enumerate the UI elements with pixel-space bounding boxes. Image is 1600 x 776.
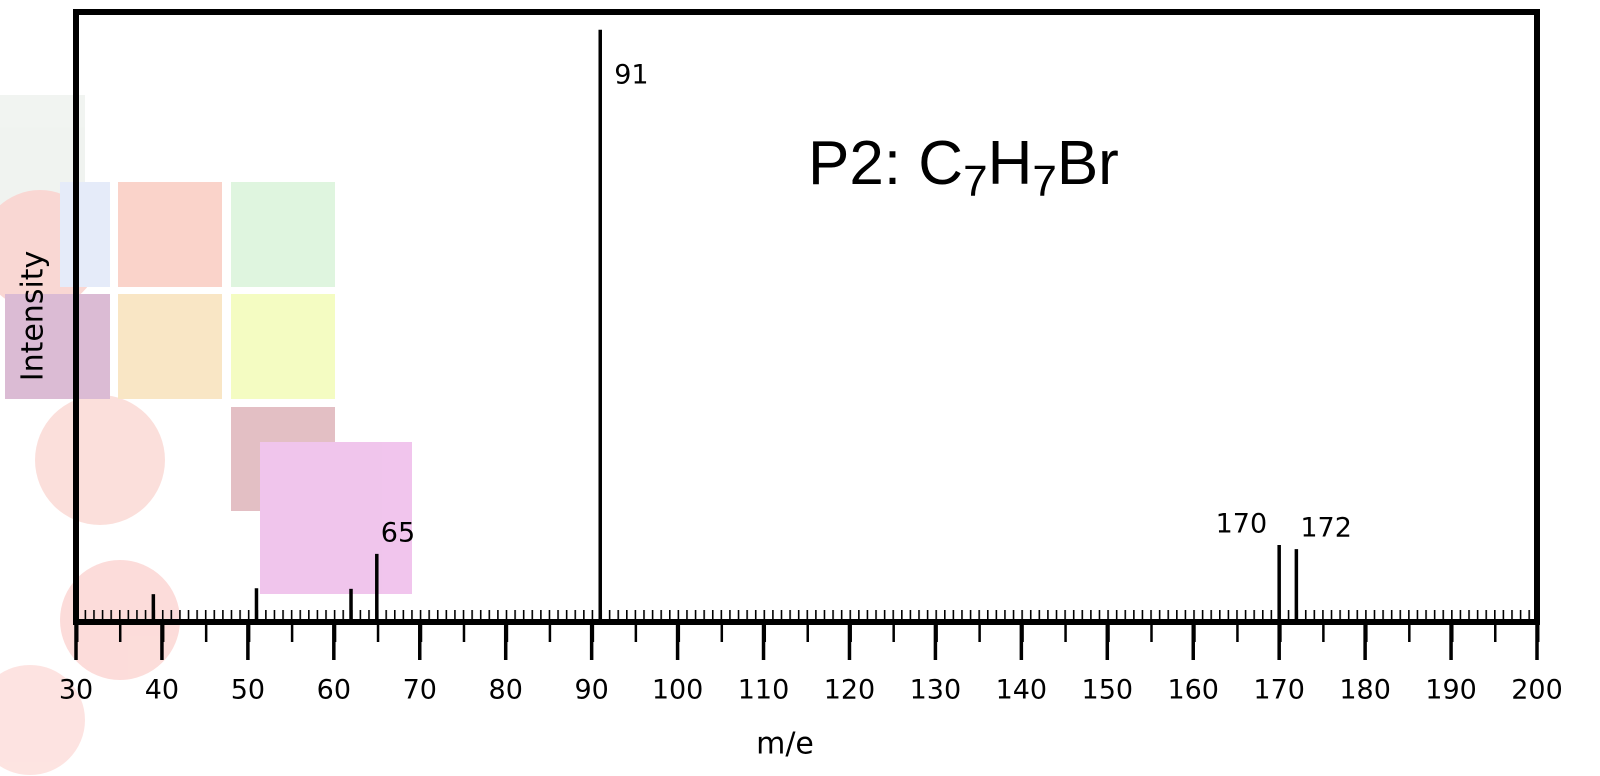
x-tick-label: 60 [317,675,351,706]
x-tick-label: 90 [574,675,608,706]
peak-label: 172 [1300,513,1352,544]
x-tick-label: 140 [996,675,1048,706]
x-tick-label: 170 [1253,675,1305,706]
x-axis-title: m/e [756,727,814,762]
x-tick-label: 190 [1425,675,1477,706]
x-tick-label: 70 [403,675,437,706]
x-tick-label: 100 [652,675,704,706]
chart-title: P2: C7H7Br [808,129,1119,205]
peak-label: 170 [1216,509,1268,540]
y-axis-title: Intensity [16,251,51,382]
x-tick-label: 150 [1082,675,1134,706]
x-tick-label: 50 [231,675,265,706]
x-tick-label: 120 [824,675,876,706]
x-tick-label: 80 [489,675,523,706]
x-tick-label: 130 [910,675,962,706]
medium-ticks [76,600,1541,650]
x-tick-label: 40 [145,675,179,706]
x-tick-label: 110 [738,675,790,706]
x-tick-label: 30 [59,675,93,706]
background-watermark [0,95,412,775]
x-tick-label: 160 [1167,675,1219,706]
peak-label: 91 [614,59,648,90]
x-tick-label: 180 [1339,675,1391,706]
x-tick-label: 200 [1511,675,1563,706]
peak-label: 65 [381,517,415,548]
